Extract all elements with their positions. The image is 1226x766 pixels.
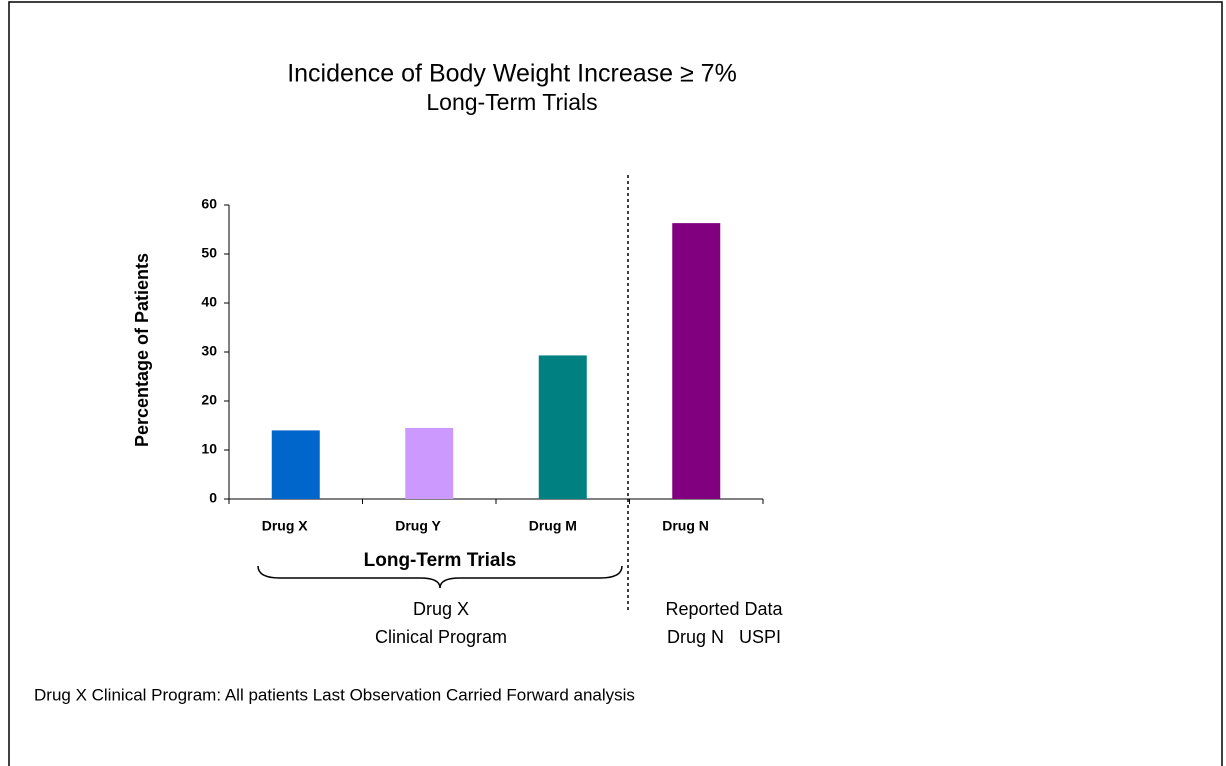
y-tick-label: 40 bbox=[201, 294, 217, 310]
chart-subtitle: Long-Term Trials bbox=[426, 89, 597, 115]
y-tick-label: 10 bbox=[201, 441, 217, 457]
y-tick-label: 20 bbox=[201, 392, 217, 408]
bar bbox=[538, 355, 587, 499]
bar bbox=[672, 223, 721, 499]
y-tick-label: 0 bbox=[209, 490, 217, 506]
left-note: Clinical Program bbox=[375, 627, 507, 647]
y-tick-label: 60 bbox=[201, 196, 217, 212]
left-note: Drug X bbox=[413, 599, 469, 619]
brace bbox=[257, 565, 623, 589]
right-note: Reported Data bbox=[665, 599, 783, 619]
chart-title: Incidence of Body Weight Increase ≥ 7% bbox=[287, 60, 737, 88]
group-label: Long-Term Trials bbox=[364, 550, 517, 571]
bar bbox=[405, 427, 454, 499]
x-tick-label: Drug N bbox=[662, 518, 709, 534]
y-tick-label: 30 bbox=[201, 343, 217, 359]
y-tick-label: 50 bbox=[201, 245, 217, 261]
footnote: Drug X Clinical Program: All patients La… bbox=[34, 685, 635, 704]
x-tick-label: Drug X bbox=[262, 518, 309, 534]
x-tick-label: Drug M bbox=[529, 518, 577, 534]
frame bbox=[8, 1, 1223, 766]
y-axis-label: Percentage of Patients bbox=[132, 253, 152, 447]
right-note: Drug N USPI bbox=[667, 627, 781, 647]
bar bbox=[271, 430, 320, 499]
x-tick-label: Drug Y bbox=[395, 518, 441, 534]
